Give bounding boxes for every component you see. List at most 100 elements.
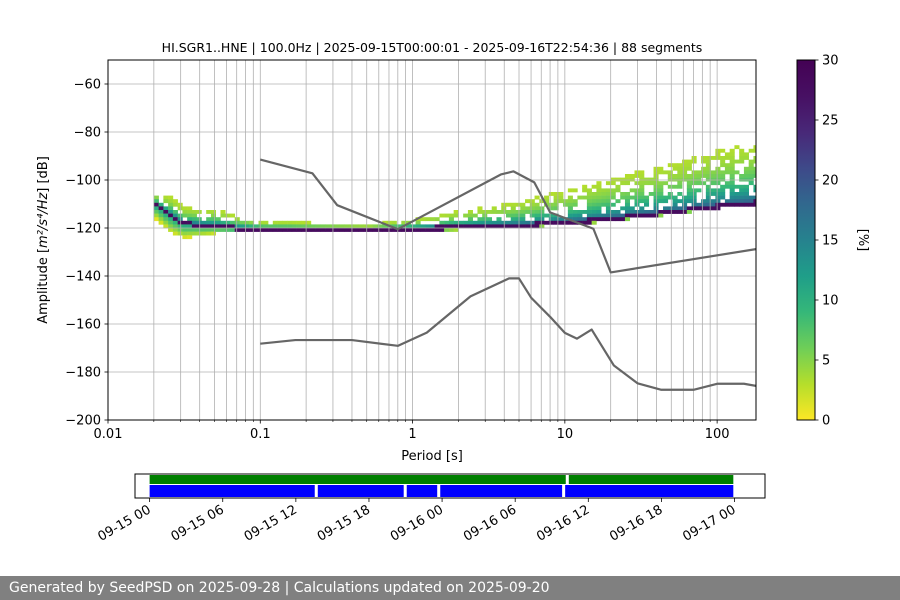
psd-bin xyxy=(377,224,383,229)
psd-bin xyxy=(720,188,726,193)
psd-bin xyxy=(639,181,645,186)
psd-bin xyxy=(296,220,302,225)
psd-bin xyxy=(567,195,573,200)
psd-bin xyxy=(229,220,236,225)
psd-bin xyxy=(467,213,473,218)
psd-bin xyxy=(720,177,726,182)
psd-bin xyxy=(477,224,483,229)
psd-bin xyxy=(720,159,726,164)
psd-bin xyxy=(572,210,578,214)
psd-bin xyxy=(215,228,221,232)
psd-bin xyxy=(163,206,169,211)
psd-bin xyxy=(301,220,307,225)
psd-bin xyxy=(582,188,588,193)
psd-bin xyxy=(172,217,178,222)
psd-bin xyxy=(748,195,754,200)
psd-bin xyxy=(720,195,726,200)
psd-bin xyxy=(739,192,745,196)
x-tick-label: 100 xyxy=(705,427,730,442)
psd-bin xyxy=(701,206,707,211)
psd-bin xyxy=(644,199,650,204)
psd-bin xyxy=(691,174,697,178)
psd-bin xyxy=(610,181,616,186)
psd-bin xyxy=(391,224,397,229)
psd-bin xyxy=(724,199,730,204)
psd-bin xyxy=(220,228,226,232)
psd-bin xyxy=(177,220,183,225)
psd-bin xyxy=(301,224,307,229)
psd-bin xyxy=(553,192,559,196)
psd-bin xyxy=(605,192,611,196)
psd-bin xyxy=(520,213,526,218)
psd-bin xyxy=(263,228,269,232)
psd-bin xyxy=(168,217,174,222)
psd-bin xyxy=(163,224,169,229)
psd-bin xyxy=(467,217,473,222)
psd-bin xyxy=(667,170,673,175)
psd-bin xyxy=(168,224,174,229)
plot-background xyxy=(108,60,756,420)
y-tick-label: −60 xyxy=(74,78,101,93)
psd-bin xyxy=(320,224,326,229)
psd-bin xyxy=(172,220,178,225)
psd-bin xyxy=(372,224,378,229)
psd-bin xyxy=(567,202,573,207)
psd-bin xyxy=(229,224,236,229)
psd-bin xyxy=(696,181,702,186)
psd-bin xyxy=(191,213,197,218)
psd-bin xyxy=(163,217,169,222)
psd-bin xyxy=(501,206,507,211)
timeline-blue-segment xyxy=(406,485,438,497)
psd-bin xyxy=(705,184,711,189)
psd-bin xyxy=(325,224,331,229)
y-tick-label: −120 xyxy=(65,222,101,237)
psd-bin xyxy=(344,224,350,229)
psd-bin xyxy=(534,224,540,229)
psd-bin xyxy=(291,220,297,225)
psd-bin xyxy=(596,195,602,200)
psd-bin xyxy=(448,217,454,222)
psd-bin xyxy=(525,224,531,229)
psd-bin xyxy=(729,181,735,186)
psd-bin xyxy=(710,156,716,160)
psd-bin xyxy=(244,224,250,229)
psd-bin xyxy=(210,210,217,214)
psd-bin xyxy=(686,174,692,178)
psd-bin xyxy=(529,202,535,207)
psd-bin xyxy=(210,224,217,229)
psd-bin xyxy=(496,220,502,225)
psd-bin xyxy=(620,213,626,218)
psd-bin xyxy=(210,220,217,225)
psd-bin xyxy=(496,210,502,214)
psd-bin xyxy=(510,206,516,211)
psd-bin xyxy=(196,231,202,236)
psd-bin xyxy=(206,217,212,222)
psd-bin xyxy=(705,202,711,207)
psd-bin xyxy=(420,228,426,232)
psd-bin xyxy=(448,213,454,218)
psd-bin xyxy=(734,202,740,207)
psd-bin xyxy=(601,188,607,193)
psd-bin xyxy=(663,206,669,211)
psd-bin xyxy=(610,213,616,218)
psd-bin xyxy=(639,184,645,189)
psd-bin xyxy=(753,195,756,200)
psd-bin xyxy=(505,202,512,207)
psd-bin xyxy=(272,224,278,229)
psd-bin xyxy=(444,228,450,232)
psd-bin xyxy=(220,224,226,229)
psd-bin xyxy=(482,217,488,222)
psd-bin xyxy=(729,177,735,182)
psd-bin xyxy=(586,220,592,225)
psd-bin xyxy=(567,206,573,211)
psd-bin xyxy=(453,210,459,214)
psd-bin xyxy=(677,166,683,171)
psd-bin xyxy=(610,217,616,222)
psd-bin xyxy=(753,156,756,160)
psd-bin xyxy=(710,199,716,204)
psd-bin xyxy=(691,199,697,204)
psd-bin xyxy=(605,199,611,204)
psd-bin xyxy=(753,170,756,175)
colorbar-tick-label: 20 xyxy=(822,174,839,189)
psd-bin xyxy=(644,177,650,182)
